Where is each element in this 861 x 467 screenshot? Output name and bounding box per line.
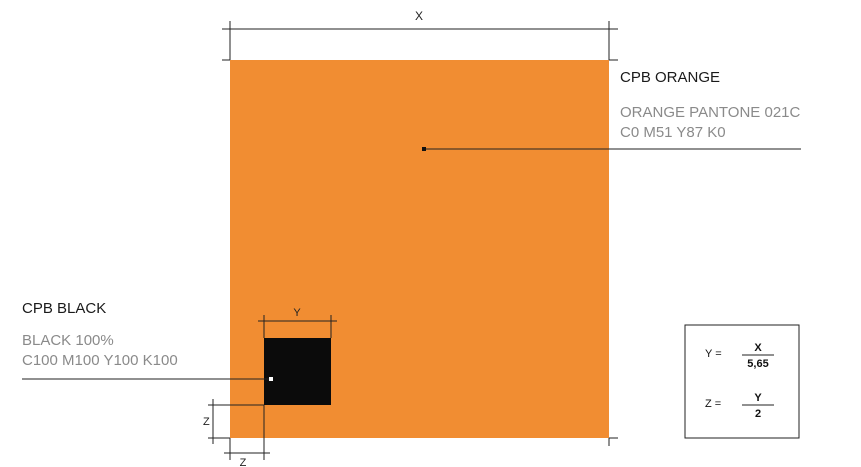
formula-y-lhs: Y = [705,348,722,360]
z-vertical-label: Z [203,416,210,428]
orange-callout-dot [422,147,426,151]
formula-z-numerator: Y [754,392,762,404]
black-callout-dot [269,377,273,381]
black-callout-line2: C100 M100 Y100 K100 [22,352,178,369]
formula-y-numerator: X [754,342,762,354]
orange-callout-line1: ORANGE PANTONE 021C [620,104,800,121]
formula-y-denominator: 5,65 [747,358,768,370]
orange-callout-line2: C0 M51 Y87 K0 [620,124,726,141]
formula-box [684,324,800,439]
formula-z-lhs: Z = [705,398,721,410]
black-callout-title: CPB BLACK [22,300,106,317]
black-square [264,338,331,405]
orange-callout-title: CPB ORANGE [620,69,720,86]
z-horizontal-label: Z [240,457,247,467]
formula-z-denominator: 2 [755,408,761,420]
x-dimension-label: X [415,9,423,23]
y-dimension-label: Y [293,307,301,319]
black-callout-line1: BLACK 100% [22,332,114,349]
